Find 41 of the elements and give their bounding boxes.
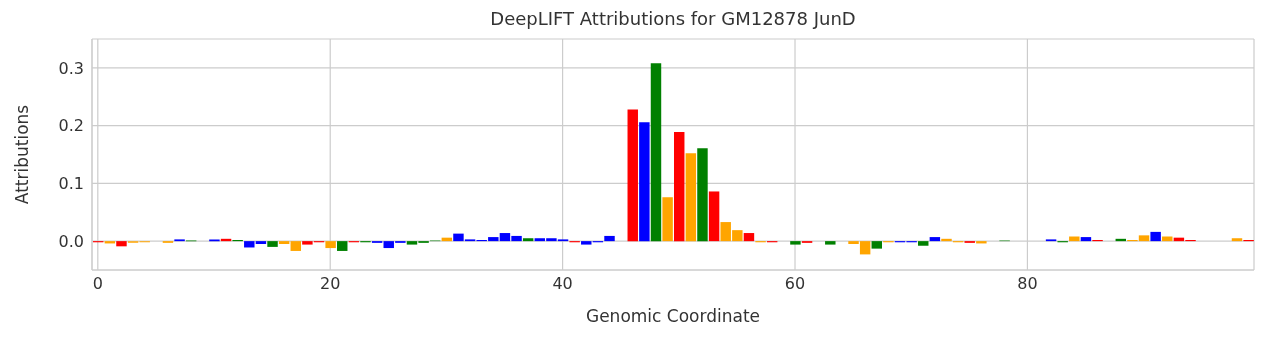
bar <box>522 238 534 242</box>
bar <box>871 241 882 249</box>
bar <box>116 241 127 247</box>
bar <box>325 241 336 249</box>
x-tick-label: 20 <box>320 274 341 294</box>
bar <box>941 238 952 242</box>
bar <box>278 241 290 245</box>
bar <box>929 237 941 242</box>
y-tick-label: 0.0 <box>58 231 84 251</box>
y-tick-label: 0.2 <box>58 116 84 136</box>
x-tick-label: 40 <box>552 274 573 294</box>
y-axis-title: Attributions <box>12 104 33 205</box>
bar <box>790 241 801 245</box>
bar <box>685 153 697 242</box>
bar <box>337 241 348 251</box>
bar <box>290 241 301 251</box>
bar <box>1231 238 1243 242</box>
bar <box>581 241 592 245</box>
y-tick-label: 0.1 <box>58 174 84 194</box>
bar <box>697 148 708 242</box>
bar <box>627 109 638 242</box>
bar <box>918 241 929 246</box>
bar <box>267 241 278 247</box>
chart-title: DeepLIFT Attributions for GM12878 JunD <box>489 8 857 29</box>
bar <box>639 122 650 242</box>
bar <box>650 63 662 242</box>
bar <box>743 233 755 242</box>
bar <box>674 131 685 242</box>
x-tick-label: 60 <box>784 274 806 294</box>
bar <box>825 241 836 245</box>
x-axis-title: Genomic Coordinate <box>585 306 761 326</box>
bar <box>708 191 720 242</box>
bar <box>662 197 673 242</box>
x-tick-label: 0 <box>92 274 103 294</box>
y-tick-label: 0.3 <box>58 58 84 78</box>
bar <box>976 241 987 244</box>
bar <box>604 235 615 242</box>
bar <box>1069 236 1080 242</box>
bar <box>1150 231 1161 242</box>
x-tick-label: 80 <box>1017 274 1038 294</box>
bar <box>1080 237 1092 242</box>
